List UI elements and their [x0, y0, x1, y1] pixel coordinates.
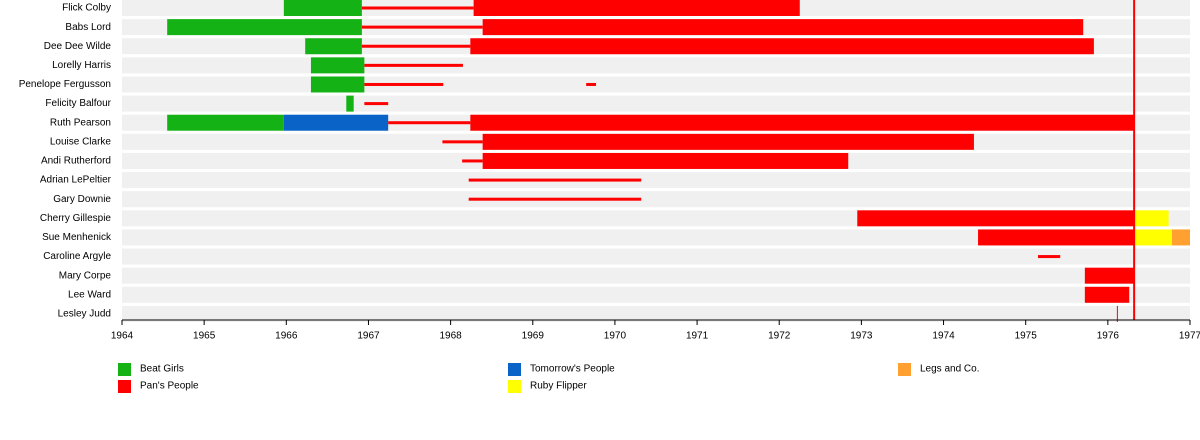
- thin-bar: [364, 102, 389, 106]
- x-tick-label: 1977: [1179, 331, 1200, 342]
- thin-bar: [468, 178, 642, 182]
- row-label: Sue Menhenick: [42, 232, 112, 243]
- row-background: [122, 76, 1190, 93]
- bar: [470, 38, 1094, 55]
- bar: [283, 0, 362, 16]
- row-label: Adrian LePeltier: [40, 175, 112, 186]
- row-label: Ruth Pearson: [50, 117, 111, 128]
- row-background: [122, 95, 1190, 112]
- row-background: [122, 248, 1190, 265]
- row-label: Lorelly Harris: [52, 60, 111, 71]
- thin-bar: [462, 159, 483, 163]
- bar: [482, 133, 974, 150]
- bar: [1134, 229, 1172, 246]
- legend-label: Tomorrow's People: [530, 364, 615, 375]
- x-tick-label: 1975: [1015, 331, 1038, 342]
- legend-swatch: [898, 363, 911, 376]
- bar: [482, 152, 849, 169]
- bar: [857, 210, 1135, 227]
- bar: [310, 57, 365, 74]
- legend-swatch: [118, 363, 131, 376]
- bar: [1134, 210, 1169, 227]
- x-tick-label: 1965: [193, 331, 216, 342]
- x-tick-label: 1972: [768, 331, 791, 342]
- bar: [310, 76, 365, 93]
- bar: [1084, 286, 1130, 303]
- row-label: Dee Dee Wilde: [44, 41, 112, 52]
- bar: [305, 38, 362, 55]
- row-background: [122, 191, 1190, 208]
- row-label: Penelope Fergusson: [19, 79, 111, 90]
- row-label: Lee Ward: [68, 289, 111, 300]
- bar: [473, 0, 800, 16]
- row-background: [122, 286, 1190, 303]
- row-background: [122, 172, 1190, 189]
- row-background: [122, 57, 1190, 74]
- row-label: Felicity Balfour: [45, 98, 111, 109]
- row-background: [122, 229, 1190, 246]
- bar: [1116, 305, 1118, 322]
- bar: [283, 114, 389, 131]
- legend-swatch: [118, 380, 131, 393]
- legend-swatch: [508, 363, 521, 376]
- x-tick-label: 1971: [686, 331, 709, 342]
- x-tick-label: 1976: [1097, 331, 1120, 342]
- legend-label: Beat Girls: [140, 364, 184, 375]
- legend-label: Ruby Flipper: [530, 381, 587, 392]
- x-tick-label: 1974: [932, 331, 955, 342]
- row-label: Mary Corpe: [59, 270, 112, 281]
- row-background: [122, 267, 1190, 284]
- row-label: Flick Colby: [62, 3, 111, 14]
- thin-bar: [388, 121, 471, 125]
- thin-bar: [364, 63, 463, 67]
- x-tick-label: 1973: [850, 331, 873, 342]
- bar: [346, 95, 354, 112]
- row-label: Lesley Judd: [58, 309, 111, 320]
- row-background: [122, 305, 1190, 322]
- legend-swatch: [508, 380, 521, 393]
- bar: [482, 19, 1084, 36]
- row-label: Cherry Gillespie: [40, 213, 112, 224]
- x-tick-label: 1969: [522, 331, 545, 342]
- thin-bar: [442, 140, 483, 144]
- row-label: Caroline Argyle: [43, 251, 111, 262]
- thin-bar: [468, 197, 642, 201]
- legend-label: Pan's People: [140, 381, 199, 392]
- legend-label: Legs and Co.: [920, 364, 980, 375]
- row-label: Babs Lord: [65, 22, 111, 33]
- row-label: Louise Clarke: [50, 136, 112, 147]
- bar: [167, 19, 362, 36]
- thin-bar: [361, 6, 474, 10]
- x-tick-label: 1970: [604, 331, 627, 342]
- bar: [978, 229, 1135, 246]
- bar: [1171, 229, 1190, 246]
- thin-bar: [586, 82, 597, 86]
- x-tick-label: 1967: [357, 331, 380, 342]
- bar: [470, 114, 1135, 131]
- x-tick-label: 1964: [111, 331, 134, 342]
- thin-bar: [361, 25, 483, 29]
- x-tick-label: 1966: [275, 331, 298, 342]
- row-label: Andi Rutherford: [41, 156, 111, 167]
- thin-bar: [361, 44, 471, 48]
- x-tick-label: 1968: [439, 331, 462, 342]
- bar: [167, 114, 284, 131]
- row-label: Gary Downie: [53, 194, 111, 205]
- thin-bar: [364, 82, 444, 86]
- thin-bar: [1038, 255, 1061, 259]
- bar: [1084, 267, 1135, 284]
